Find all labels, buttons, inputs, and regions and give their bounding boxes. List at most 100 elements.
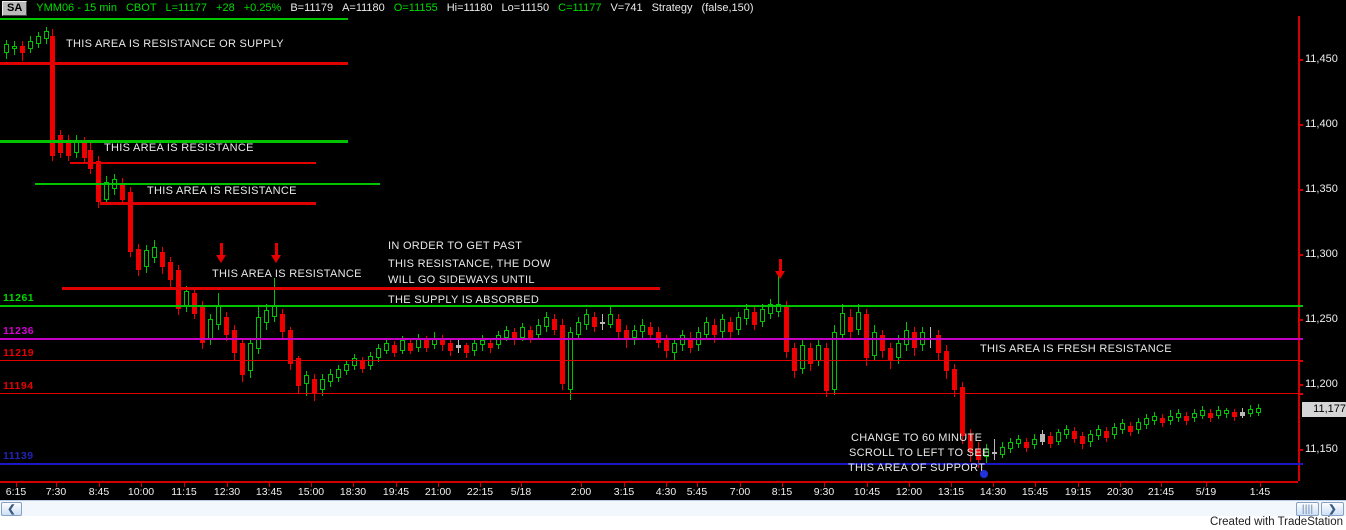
time-axis-tick: [396, 483, 397, 487]
time-axis-tick: [1206, 483, 1207, 487]
candle: [592, 317, 597, 327]
quote-field: Strategy: [651, 1, 693, 14]
candle: [392, 345, 397, 353]
time-axis-label: 8:45: [88, 486, 110, 498]
level-line: [0, 338, 1298, 340]
resistance-line: [70, 162, 316, 164]
candle: [216, 306, 221, 325]
candle: [1032, 439, 1037, 445]
level-axis-tick: [1298, 305, 1303, 307]
chart-plot-area[interactable]: 11261 11236 11219 11194 11139 THIS AREA IS RE…: [0, 16, 1298, 481]
time-axis-line: [0, 481, 1298, 483]
candle-wick: [994, 439, 995, 460]
candle: [192, 293, 197, 314]
time-axis[interactable]: 6:15 7:30 8:45 10:00 11:15 12:30 13:45 15:00 18:…: [0, 481, 1298, 500]
candle: [320, 379, 325, 390]
time-axis-tick: [438, 483, 439, 487]
candle: [752, 312, 757, 325]
chart-annotation: THIS RESISTANCE, THE DOW: [388, 258, 551, 270]
candle: [296, 358, 301, 386]
candle: [424, 340, 429, 348]
candle: [1256, 408, 1261, 413]
arrow-shaft: [779, 259, 782, 272]
candle: [880, 335, 885, 351]
candle: [968, 434, 973, 452]
time-axis-label: 1:45: [1249, 486, 1271, 498]
candle: [464, 345, 469, 353]
time-axis-tick: [993, 483, 994, 487]
candle: [840, 313, 845, 335]
candle: [800, 345, 805, 369]
quote-field: (false,150): [701, 1, 754, 14]
candle: [264, 310, 269, 323]
time-axis-tick: [1078, 483, 1079, 487]
scroll-right-button[interactable]: ❯: [1321, 502, 1344, 516]
candle: [992, 452, 997, 454]
candle: [240, 343, 245, 375]
candle: [88, 150, 93, 169]
candle: [272, 306, 277, 317]
candle: [376, 348, 381, 358]
price-axis-tick: [1298, 59, 1303, 61]
candle: [872, 332, 877, 356]
candle: [504, 330, 509, 338]
candle: [936, 335, 941, 353]
candle: [248, 343, 253, 371]
candle: [1224, 410, 1229, 414]
time-axis-label: 10:45: [853, 486, 881, 498]
time-axis-tick: [521, 483, 522, 487]
price-axis-label: 11,200: [1305, 378, 1338, 390]
time-axis-label: 15:45: [1021, 486, 1049, 498]
candle: [560, 325, 565, 384]
arrow-head: [216, 255, 226, 263]
candle: [1128, 426, 1133, 432]
time-axis-label: 18:30: [339, 486, 367, 498]
candle: [904, 330, 909, 345]
candle: [368, 356, 373, 366]
workspace-tab[interactable]: SA: [2, 0, 28, 16]
chart-annotation: CHANGE TO 60 MINUTE: [851, 432, 983, 444]
candle: [816, 345, 821, 361]
candle: [4, 44, 9, 53]
candle: [12, 46, 17, 49]
time-axis-tick: [311, 483, 312, 487]
arrow-shaft: [220, 243, 223, 256]
candle: [36, 36, 41, 44]
candle: [1192, 413, 1197, 418]
quote-field: L=11177: [165, 1, 208, 14]
candle: [232, 330, 237, 353]
price-axis-line: [1298, 16, 1300, 481]
candle: [952, 369, 957, 390]
candle: [600, 322, 605, 324]
time-axis-tick: [666, 483, 667, 487]
scroll-left-button[interactable]: ❮: [1, 502, 22, 516]
price-axis-label: 11,150: [1305, 443, 1338, 455]
candle: [66, 143, 71, 156]
price-level-label: 11219: [3, 347, 35, 359]
horizontal-scrollbar[interactable]: ❮ |||| ❯: [0, 500, 1346, 517]
candle: [96, 161, 101, 202]
time-axis-label: 21:45: [1147, 486, 1175, 498]
candle: [912, 332, 917, 348]
price-axis-tick: [1298, 384, 1303, 386]
candle: [976, 449, 981, 460]
candle: [672, 343, 677, 353]
candle: [688, 338, 693, 348]
time-axis-label: 3:15: [613, 486, 635, 498]
time-axis-label: 4:30: [655, 486, 677, 498]
time-axis-label: 22:15: [466, 486, 494, 498]
candle: [328, 374, 333, 382]
candle: [1232, 412, 1237, 417]
price-axis[interactable]: 11,177 11,450 11,400 11,350 11,300 11,250 11,…: [1298, 16, 1346, 481]
candle: [648, 327, 653, 335]
price-axis-label: 11,350: [1305, 183, 1338, 195]
resistance-line: [35, 183, 380, 185]
quote-field: +28: [216, 1, 235, 14]
quote-field: Hi=11180: [446, 1, 493, 14]
time-axis-tick: [1260, 483, 1261, 487]
candle: [616, 319, 621, 332]
level-axis-tick: [1298, 360, 1303, 362]
chart-annotation: THIS AREA IS RESISTANCE: [104, 142, 254, 154]
time-axis-tick: [909, 483, 910, 487]
scrollbar-grip[interactable]: ||||: [1296, 502, 1319, 516]
